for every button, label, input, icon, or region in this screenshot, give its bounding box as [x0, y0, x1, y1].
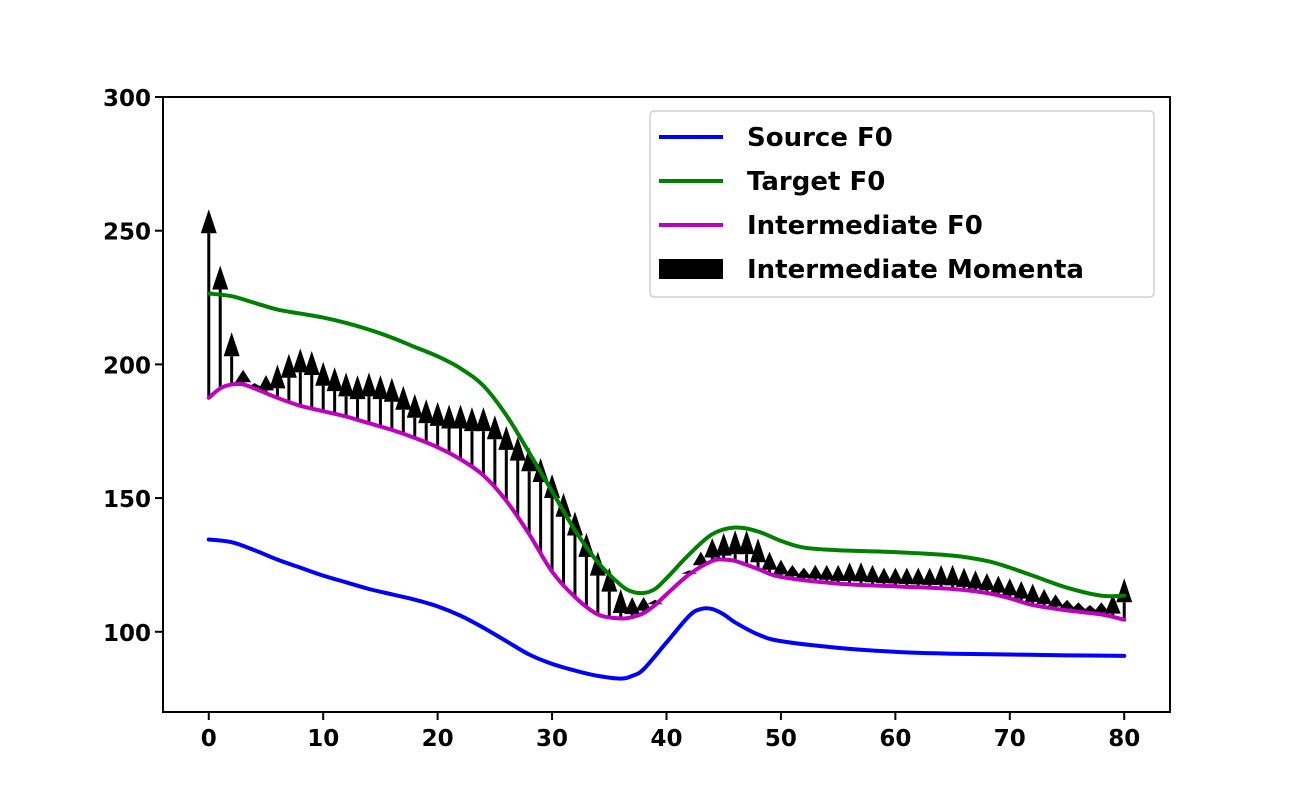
legend-label-target: Target F0 [747, 167, 885, 197]
momentum-arrow [280, 353, 297, 402]
momentum-arrow [521, 447, 538, 535]
y-tick-label: 200 [103, 353, 151, 379]
momentum-arrow [452, 404, 469, 460]
x-tick-label: 60 [879, 726, 911, 752]
y-tick-label: 250 [103, 220, 151, 246]
legend-label-intermediate: Intermediate F0 [747, 211, 983, 241]
momentum-arrow [601, 567, 618, 617]
momentum-arrow [498, 425, 515, 501]
momentum-arrow [338, 372, 355, 417]
legend-label-momenta: Intermediate Momenta [747, 255, 1084, 285]
momentum-arrow [315, 361, 332, 412]
legend-label-source: Source F0 [747, 123, 893, 153]
momentum-arrow [509, 436, 526, 518]
momentum-arrow [486, 415, 503, 489]
x-tick-label: 0 [201, 726, 217, 752]
axes: 0 10 20 30 40 50 60 70 80 100 150 200 250 300 [103, 86, 1140, 752]
momentum-arrow [200, 209, 217, 398]
momentum-arrow [303, 351, 320, 409]
momentum-arrow [360, 372, 377, 424]
momentum-arrow [395, 385, 412, 434]
x-tick-label: 50 [765, 726, 797, 752]
legend-swatch-momenta [659, 259, 723, 279]
momentum-arrow [475, 407, 492, 476]
momentum-arrow [441, 404, 458, 454]
momentum-arrow [555, 492, 572, 585]
momentum-arrow [292, 348, 309, 406]
momentum-arrow [727, 530, 744, 561]
series-line-target-f0 [206, 291, 1127, 599]
y-tick-label: 100 [103, 621, 151, 647]
momentum-arrow [418, 399, 435, 443]
momentum-arrow [349, 375, 366, 420]
series-lines [206, 291, 1127, 681]
momentum-arrow [406, 393, 423, 438]
x-tick-label: 20 [422, 726, 454, 752]
x-tick-label: 70 [994, 726, 1026, 752]
momentum-arrow [269, 364, 286, 398]
momenta-arrows [200, 209, 1133, 620]
momentum-arrow [326, 367, 343, 414]
x-tick-label: 40 [650, 726, 682, 752]
series-line-source-f0 [206, 537, 1127, 681]
x-tick-label: 30 [536, 726, 568, 752]
momentum-arrow [429, 401, 446, 448]
momentum-arrow [566, 511, 583, 598]
momentum-arrow [715, 532, 732, 560]
y-tick-label: 300 [103, 86, 151, 112]
momentum-arrow [223, 332, 240, 385]
momentum-arrow [383, 377, 400, 430]
legend: Source F0 Target F0 Intermediate F0 Inte… [649, 110, 1155, 298]
x-tick-label: 10 [307, 726, 339, 752]
legend-box [649, 110, 1155, 298]
momentum-arrow [463, 407, 480, 468]
momentum-arrow [372, 375, 389, 427]
y-tick-label: 150 [103, 487, 151, 513]
series-line-intermediate-f0 [206, 381, 1127, 622]
x-tick-label: 80 [1108, 726, 1140, 752]
momentum-arrow [212, 265, 229, 389]
momentum-arrow [544, 474, 561, 572]
